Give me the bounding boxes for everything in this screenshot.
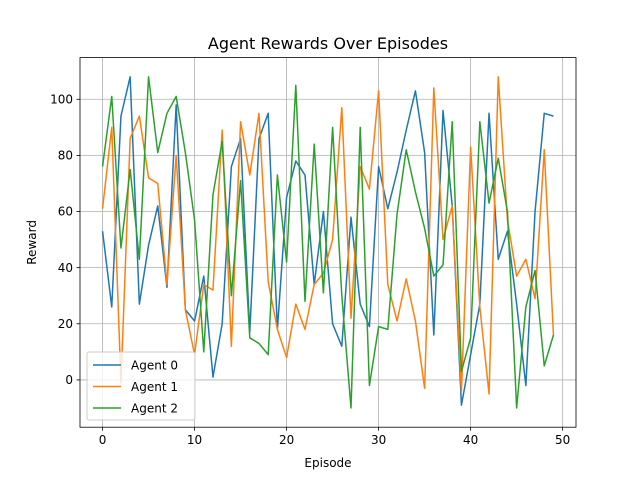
y-tick-label: 0 (65, 373, 73, 387)
legend-label: Agent 1 (131, 380, 178, 394)
y-tick-label: 20 (58, 317, 73, 331)
y-tick-label: 60 (58, 205, 73, 219)
x-tick-label: 20 (279, 433, 294, 447)
series-line-agent-2 (101, 76, 555, 409)
series-line-agent-1 (101, 76, 555, 395)
legend: Agent 0 Agent 1 Agent 2 (86, 351, 196, 421)
x-tick-label: 50 (555, 433, 570, 447)
x-axis-label: Episode (304, 456, 351, 470)
series-line-agent-0 (101, 76, 554, 406)
y-tick-label: 100 (50, 92, 73, 106)
chart-title: Agent Rewards Over Episodes (208, 34, 448, 53)
x-axis-ticks: 0 10 20 30 40 50 (99, 427, 570, 447)
x-tick-label: 30 (371, 433, 386, 447)
y-tick-label: 40 (58, 261, 73, 275)
y-axis-label: Reward (25, 220, 39, 265)
legend-label: Agent 2 (131, 401, 178, 415)
y-tick-label: 80 (58, 149, 73, 163)
x-tick-label: 40 (463, 433, 478, 447)
plot-frame (79, 57, 577, 428)
x-tick-label: 10 (187, 433, 202, 447)
series-lines (101, 76, 555, 409)
legend-label: Agent 0 (131, 358, 178, 372)
x-tick-label: 0 (99, 433, 107, 447)
legend-box (86, 351, 196, 421)
y-axis-ticks: 0 20 40 60 80 100 (50, 92, 80, 387)
